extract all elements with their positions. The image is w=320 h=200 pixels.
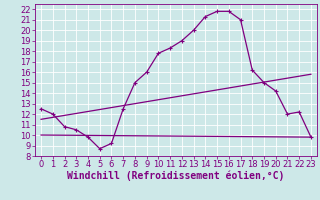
X-axis label: Windchill (Refroidissement éolien,°C): Windchill (Refroidissement éolien,°C) bbox=[67, 171, 285, 181]
